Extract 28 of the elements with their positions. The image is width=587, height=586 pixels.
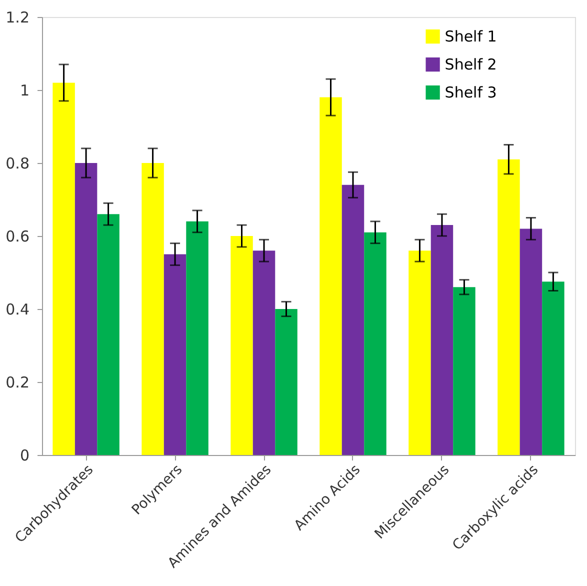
y-tick-label: 1 [20, 82, 30, 100]
bar [164, 254, 186, 455]
bar [186, 221, 208, 455]
bar [142, 163, 164, 455]
bar [408, 250, 431, 455]
bar [252, 250, 276, 455]
bar [275, 309, 298, 455]
bar [97, 214, 120, 455]
bar [364, 232, 386, 455]
bar [230, 236, 253, 455]
legend-label: Shelf 3 [444, 84, 497, 102]
legend-label: Shelf 2 [444, 56, 497, 74]
legend-label: Shelf 1 [444, 28, 497, 46]
bar [342, 184, 364, 455]
bar [453, 287, 476, 455]
bar [320, 97, 342, 455]
y-tick-label: 0.4 [6, 300, 30, 318]
bar [498, 159, 520, 455]
y-tick-label: 1.2 [6, 8, 30, 26]
y-tick-label: 0.6 [6, 228, 30, 246]
bar [430, 225, 454, 455]
bar [52, 82, 75, 455]
y-tick-label: 0.2 [6, 374, 30, 392]
bar [74, 163, 98, 455]
bar [520, 228, 542, 455]
bar [542, 282, 564, 455]
y-tick-label: 0 [20, 446, 30, 464]
y-tick-label: 0.8 [6, 154, 30, 172]
